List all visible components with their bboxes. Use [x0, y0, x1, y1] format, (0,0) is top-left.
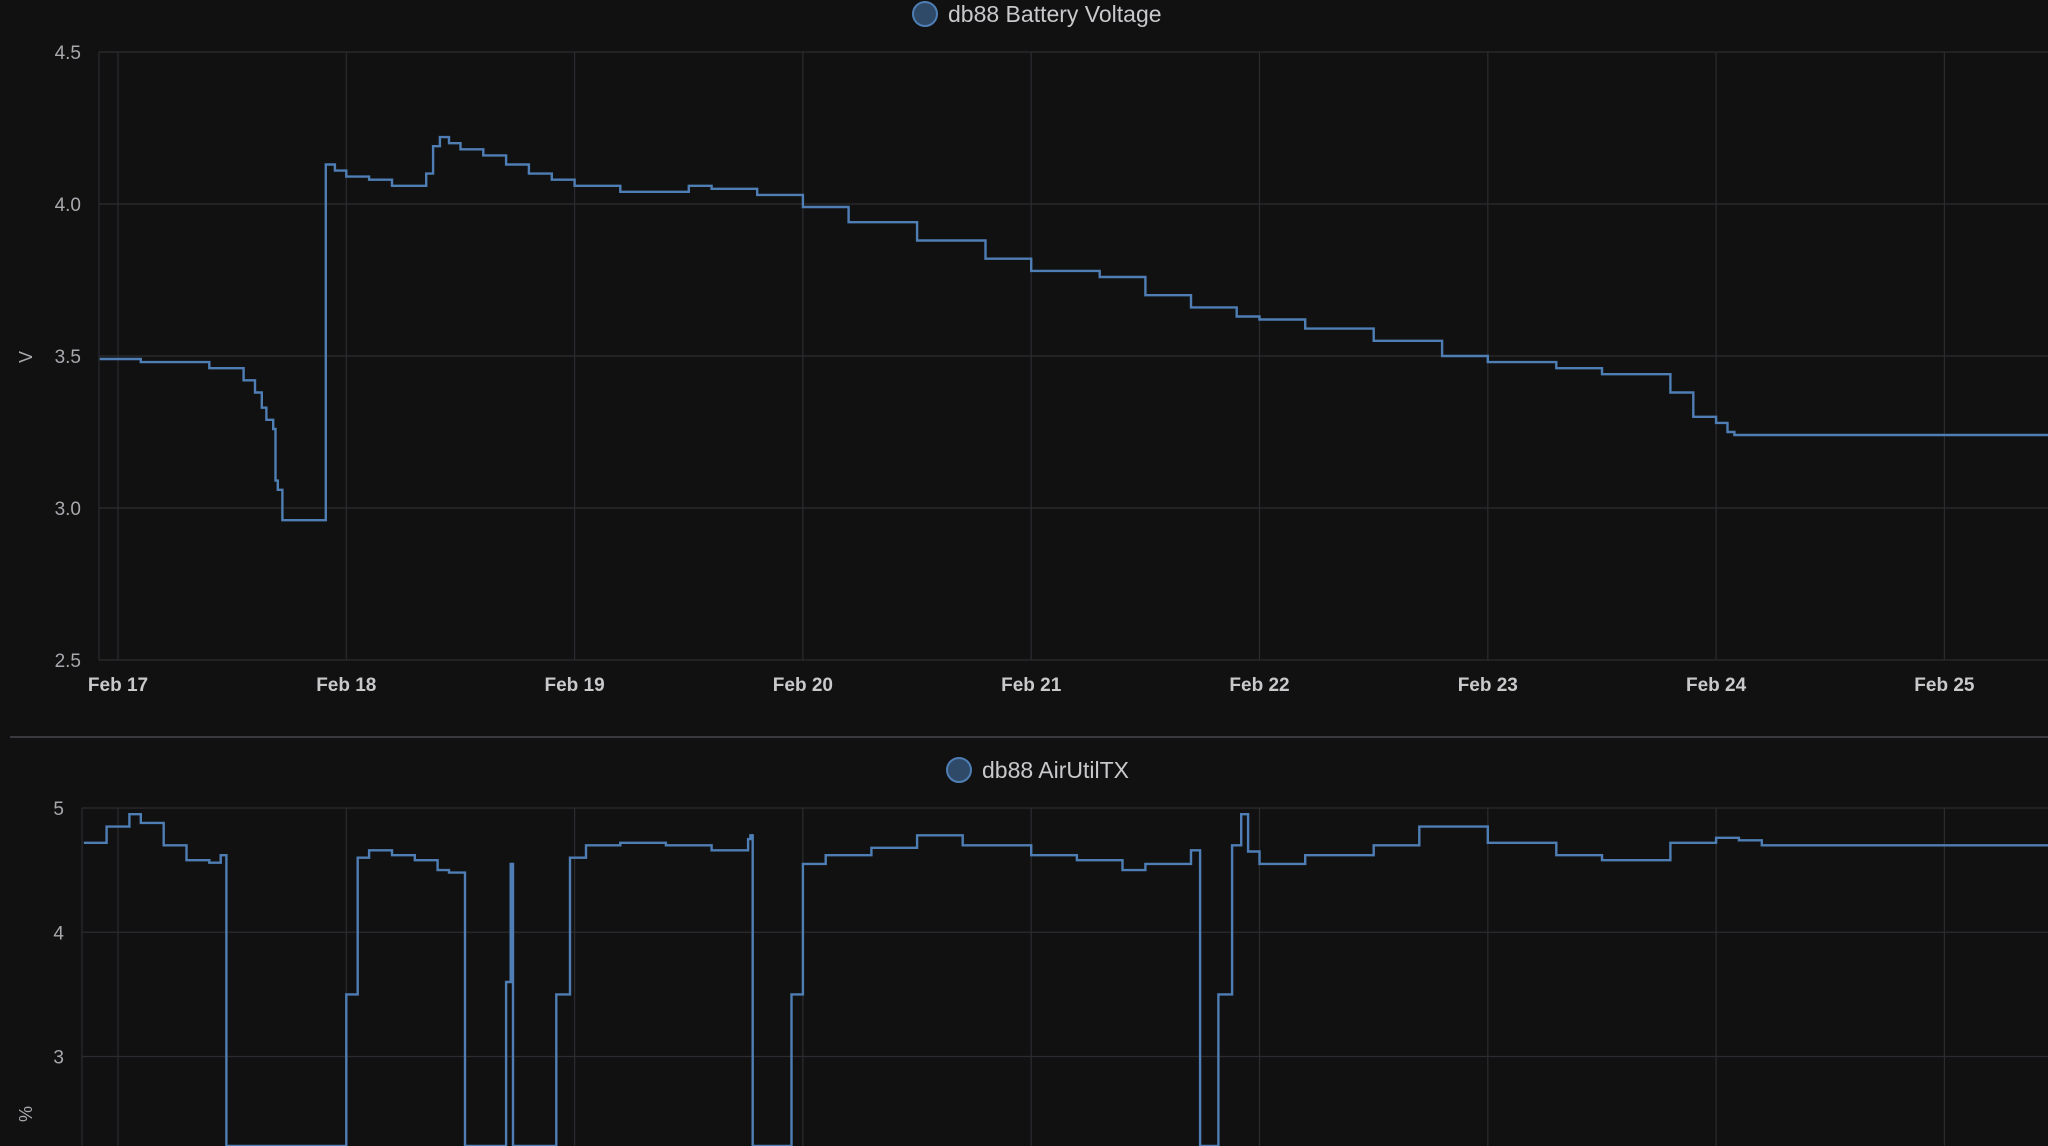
- x-tick-label: Feb 23: [1458, 675, 1518, 696]
- battery-voltage-y-axis-label: V: [16, 351, 36, 363]
- battery-voltage-chart: db88 Battery Voltage V 2.5 3.0 3.5 4.0 4.5 F…: [16, 1, 2048, 696]
- y-tick-label: 5: [53, 799, 64, 820]
- battery-voltage-y-ticks: 2.5 3.0 3.5 4.0 4.5: [55, 43, 81, 672]
- battery-voltage-legend[interactable]: db88 Battery Voltage: [912, 1, 1162, 27]
- battery-voltage-legend-label: db88 Battery Voltage: [948, 1, 1162, 27]
- y-tick-label: 4.5: [55, 43, 81, 64]
- airutiltx-legend-label: db88 AirUtilTX: [982, 757, 1129, 783]
- x-tick-label: Feb 22: [1229, 675, 1289, 696]
- y-tick-label: 3.5: [55, 347, 81, 368]
- battery-voltage-series-line: [99, 135, 2048, 522]
- x-tick-label: Feb 25: [1914, 675, 1975, 696]
- airutiltx-series-line: [83, 813, 2048, 1146]
- y-tick-label: 3: [53, 1048, 64, 1069]
- x-tick-label: Feb 24: [1686, 675, 1747, 696]
- y-tick-label: 3.0: [55, 499, 81, 520]
- airutiltx-grid: [81, 807, 2048, 1146]
- y-tick-label: 4.0: [55, 195, 81, 216]
- x-tick-label: Feb 19: [544, 675, 604, 696]
- battery-voltage-grid: [98, 51, 2048, 661]
- battery-voltage-x-ticks: Feb 17 Feb 18 Feb 19 Feb 20 Feb 21 Feb 22 Feb …: [88, 675, 1975, 696]
- airutiltx-y-ticks: 3 4 5: [53, 799, 64, 1069]
- airutiltx-legend[interactable]: db88 AirUtilTX: [946, 757, 1129, 783]
- x-tick-label: Feb 17: [88, 675, 148, 696]
- airutiltx-chart: db88 AirUtilTX % 3 4 5: [16, 757, 2048, 1146]
- x-tick-label: Feb 18: [316, 675, 376, 696]
- y-tick-label: 4: [53, 923, 64, 944]
- battery-voltage-legend-marker: [912, 1, 938, 27]
- x-tick-label: Feb 20: [773, 675, 833, 696]
- airutiltx-y-axis-label: %: [16, 1106, 36, 1122]
- airutiltx-legend-marker: [946, 757, 972, 783]
- y-tick-label: 2.5: [55, 651, 81, 672]
- x-tick-label: Feb 21: [1001, 675, 1062, 696]
